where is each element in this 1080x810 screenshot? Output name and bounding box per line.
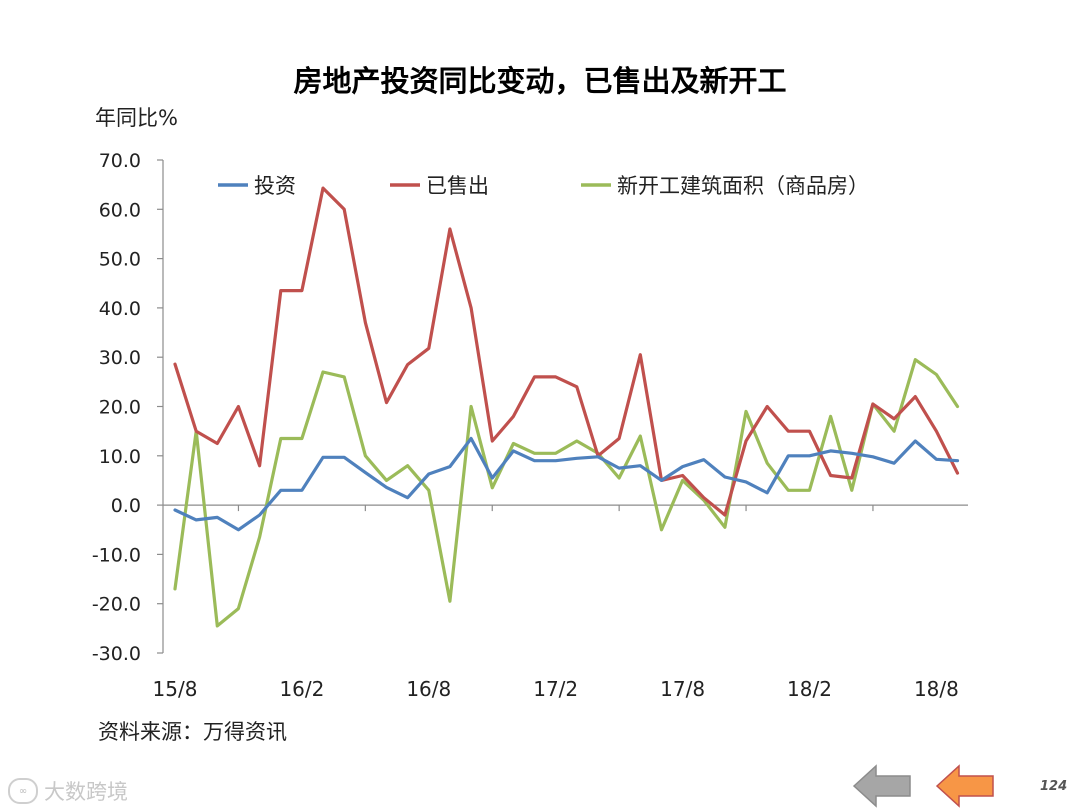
y-tick-label: -20.0 xyxy=(92,594,141,616)
y-tick-label: 0.0 xyxy=(111,495,141,517)
right-arrow-icon xyxy=(935,764,994,808)
x-tick-label: 18/2 xyxy=(787,677,832,701)
y-tick-label: 20.0 xyxy=(99,397,141,419)
y-tick-label: 60.0 xyxy=(99,199,141,221)
x-tick-label: 16/2 xyxy=(279,677,324,701)
slide-title: 房地产投资同比变动，已售出及新开工 xyxy=(293,64,787,98)
y-tick-label: 10.0 xyxy=(99,446,141,468)
x-tick-labels: 15/8 16/2 16/8 17/2 17/8 18/2 18/8 xyxy=(153,677,959,701)
series-lines xyxy=(173,186,960,628)
data-source-note: 资料来源：万得资讯 xyxy=(98,720,287,744)
legend-label: 新开工建筑面积（商品房） xyxy=(617,174,869,198)
series-line-0 xyxy=(173,436,960,532)
y-tick-label: 40.0 xyxy=(99,298,141,320)
x-tick-label: 17/8 xyxy=(660,677,705,701)
watermark-logo-icon: ∞ xyxy=(8,778,38,804)
series-line-2 xyxy=(173,358,960,628)
chart-axes xyxy=(157,159,968,654)
previous-slide-button[interactable] xyxy=(852,764,914,808)
y-axis-unit-label: 年同比% xyxy=(95,106,178,130)
y-tick-label: 30.0 xyxy=(99,347,141,369)
y-tick-labels: 70.0 60.0 50.0 40.0 30.0 20.0 10.0 0.0 -10.0 -20.… xyxy=(92,150,141,665)
next-slide-button[interactable] xyxy=(935,764,997,808)
y-tick-label: -30.0 xyxy=(92,643,141,665)
chart-legend: 投资 已售出 新开工建筑面积（商品房） xyxy=(218,174,869,198)
y-tick-label: -10.0 xyxy=(92,544,141,566)
y-tick-label: 70.0 xyxy=(99,150,141,172)
page-number: 124 xyxy=(1040,779,1068,794)
x-tick-label: 18/8 xyxy=(914,677,959,701)
x-tick-label: 16/8 xyxy=(406,677,451,701)
x-tick-label: 15/8 xyxy=(153,677,198,701)
watermark: ∞ 大数跨境 xyxy=(8,776,128,806)
y-tick-label: 50.0 xyxy=(99,249,141,271)
watermark-text: 大数跨境 xyxy=(44,780,128,804)
legend-label: 已售出 xyxy=(426,174,489,198)
x-tick-label: 17/2 xyxy=(533,677,578,701)
legend-label: 投资 xyxy=(254,174,296,198)
left-arrow-icon xyxy=(852,764,911,808)
series-line-1 xyxy=(173,186,960,517)
